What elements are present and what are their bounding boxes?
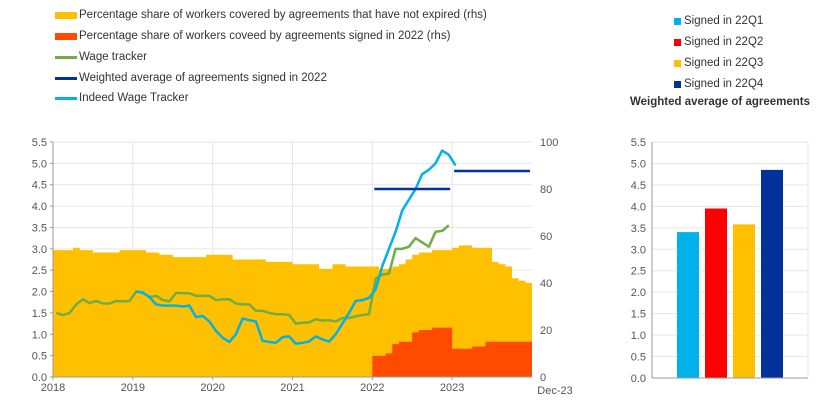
y-tick-label: 3.0 [631, 244, 646, 256]
line-indeed-wage-tracker [135, 149, 457, 345]
legend-swatch [674, 80, 681, 88]
bar-chart: 0.0 0.5 1.0 1.5 2.0 2.5 3.0 3.5 4.0 4.5 5.0 5.5 [631, 137, 809, 385]
legend-swatch [674, 59, 681, 67]
y-tick-label: 0.5 [32, 351, 47, 363]
y-tick-label: 4.0 [631, 201, 646, 213]
legend-item-22q4: Signed in 22Q4 [674, 78, 763, 90]
y-tick-label: 2.5 [631, 266, 646, 278]
bar-signed-in-22q1 [677, 232, 699, 378]
y-right-tick-label: 40 [540, 278, 552, 290]
legend-item-wage-tracker: Wage tracker [55, 51, 147, 63]
legend-label: Signed in 22Q4 [684, 78, 764, 90]
y-tick-label: 0.0 [32, 372, 47, 384]
y-right-tick-label: 100 [540, 137, 558, 149]
y-tick-label: 1.0 [631, 330, 646, 342]
y-tick-label: 2.5 [32, 265, 47, 277]
legend-label: Signed in 22Q3 [684, 57, 764, 69]
x-tick-label: 2018 [41, 382, 65, 394]
left-chart: 0.0 0.5 1.0 1.5 2.0 2.5 3.0 3.5 4.0 4.5 5.0 5.5 0 20 4… [32, 137, 573, 397]
legend-item-22q2: Signed in 22Q2 [674, 36, 763, 48]
bar-signed-in-22q2 [705, 208, 727, 378]
x-tick-label: 2021 [280, 382, 304, 394]
legend-label: Weighted average of agreements signed in… [79, 72, 327, 84]
y-tick-label: 5.0 [32, 158, 47, 170]
legend-swatch [55, 11, 77, 19]
bar-chart-title: Weighted average of agreements [630, 96, 811, 108]
y-tick-label: 3.5 [631, 223, 646, 235]
bar-signed-in-22q4 [761, 169, 783, 378]
legend-label: Percentage share of workers coveed by ag… [79, 30, 451, 42]
y-tick-label: 4.0 [32, 201, 47, 213]
bar-signed-in-22q3 [733, 224, 755, 378]
y-tick-label: 4.5 [631, 180, 646, 192]
x-tick-label: Dec-23 [537, 385, 572, 397]
legend-label: Wage tracker [79, 51, 147, 63]
x-tick-label: 2023 [440, 382, 464, 394]
legend-swatch [55, 76, 77, 80]
y-tick-label: 5.5 [631, 137, 646, 149]
x-tick-label: 2019 [121, 382, 145, 394]
legend-swatch [55, 55, 77, 59]
legend-label: Percentage share of workers covered by a… [79, 9, 487, 21]
y-tick-label: 5.5 [32, 137, 47, 149]
legend-item-22q3: Signed in 22Q3 [674, 57, 763, 69]
y-tick-label: 2.0 [32, 287, 47, 299]
legend-swatch [674, 17, 681, 25]
x-tick-label: 2022 [360, 382, 384, 394]
line-wage-tracker [55, 224, 450, 325]
legend-item-indeed: Indeed Wage Tracker [55, 92, 189, 104]
legend-swatch [55, 96, 77, 100]
y-tick-label: 1.0 [32, 329, 47, 341]
y-right-tick-label: 20 [540, 325, 552, 337]
legend-label: Signed in 22Q1 [684, 15, 764, 27]
legend-item-weighted-average: Weighted average of agreements signed in… [55, 72, 327, 84]
y-tick-label: 1.5 [631, 309, 646, 321]
x-tick-label: 2020 [200, 382, 224, 394]
y-tick-label: 3.5 [32, 222, 47, 234]
y-tick-label: 2.0 [631, 287, 646, 299]
area-signed-2022 [372, 327, 532, 377]
legend-swatch [55, 32, 77, 40]
y-tick-label: 0.0 [631, 373, 646, 385]
y-tick-label: 5.0 [631, 158, 646, 170]
legend-label: Indeed Wage Tracker [79, 92, 189, 104]
legend-swatch [674, 38, 681, 46]
legend-item-22q1: Signed in 22Q1 [674, 15, 763, 27]
legend-item-not-expired: Percentage share of workers covered by a… [55, 9, 487, 21]
legend-label: Signed in 22Q2 [684, 36, 764, 48]
y-tick-label: 1.5 [32, 308, 47, 320]
y-tick-label: 4.5 [32, 180, 47, 192]
y-tick-label: 3.0 [32, 244, 47, 256]
y-right-tick-label: 80 [540, 184, 552, 196]
y-right-tick-label: 60 [540, 231, 552, 243]
y-right-tick-label: 0 [540, 372, 546, 384]
legend-item-signed-2022: Percentage share of workers coveed by ag… [55, 30, 450, 42]
y-tick-label: 0.5 [631, 352, 646, 364]
